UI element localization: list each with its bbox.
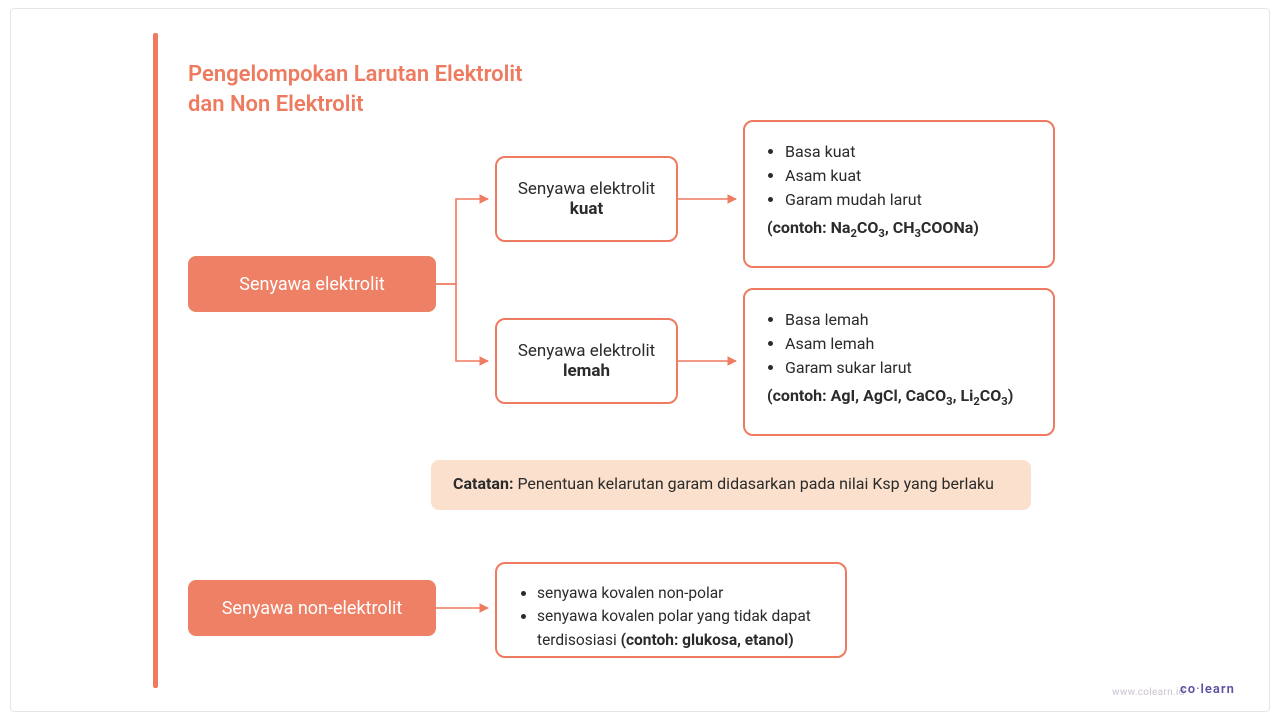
title-line-2: dan Non Elektrolit [188, 90, 522, 120]
brand-logo: co·learn [1180, 682, 1235, 697]
node-electrolyte: Senyawa elektrolit [188, 256, 436, 312]
non-item-2: senyawa kovalen polar yang tidak dapat t… [537, 605, 823, 652]
node-electrolyte-label: Senyawa elektrolit [239, 274, 384, 295]
note-text: Penentuan kelarutan garam didasarkan pad… [513, 474, 994, 493]
node-nonelectrolyte: Senyawa non-elektrolit [188, 580, 436, 636]
diagram-stage: Pengelompokan Larutan Elektrolit dan Non… [0, 0, 1280, 720]
weak-item-2: Asam lemah [785, 332, 1031, 356]
node-strong-line2: kuat [570, 199, 603, 219]
node-strong-line1: Senyawa elektrolit [518, 179, 655, 199]
accent-bar [153, 33, 158, 688]
strong-item-2: Asam kuat [785, 164, 1031, 188]
page-title: Pengelompokan Larutan Elektrolit dan Non… [188, 60, 522, 119]
detail-weak-electrolyte: Basa lemah Asam lemah Garam sukar larut … [743, 288, 1055, 436]
weak-item-3: Garam sukar larut [785, 356, 1031, 380]
node-weak-line1: Senyawa elektrolit [518, 341, 655, 361]
note-label: Catatan: [453, 474, 513, 493]
watermark: www.colearn.id [1112, 687, 1185, 698]
strong-item-3: Garam mudah larut [785, 188, 1031, 212]
node-weak-line2: lemah [563, 361, 610, 381]
note-box: Catatan: Penentuan kelarutan garam didas… [431, 460, 1031, 510]
node-nonelectrolyte-label: Senyawa non-elektrolit [222, 598, 403, 619]
title-line-1: Pengelompokan Larutan Elektrolit [188, 60, 522, 90]
weak-item-1: Basa lemah [785, 308, 1031, 332]
node-strong-electrolyte: Senyawa elektrolit kuat [495, 156, 678, 242]
weak-example: (contoh: AgI, AgCl, CaCO3, Li2CO3) [767, 386, 1031, 408]
non-item-1: senyawa kovalen non-polar [537, 582, 823, 605]
strong-example: (contoh: Na2CO3, CH3COONa) [767, 218, 1031, 240]
strong-item-1: Basa kuat [785, 140, 1031, 164]
detail-nonelectrolyte: senyawa kovalen non-polar senyawa kovale… [495, 562, 847, 658]
node-weak-electrolyte: Senyawa elektrolit lemah [495, 318, 678, 404]
detail-strong-electrolyte: Basa kuat Asam kuat Garam mudah larut (c… [743, 120, 1055, 268]
